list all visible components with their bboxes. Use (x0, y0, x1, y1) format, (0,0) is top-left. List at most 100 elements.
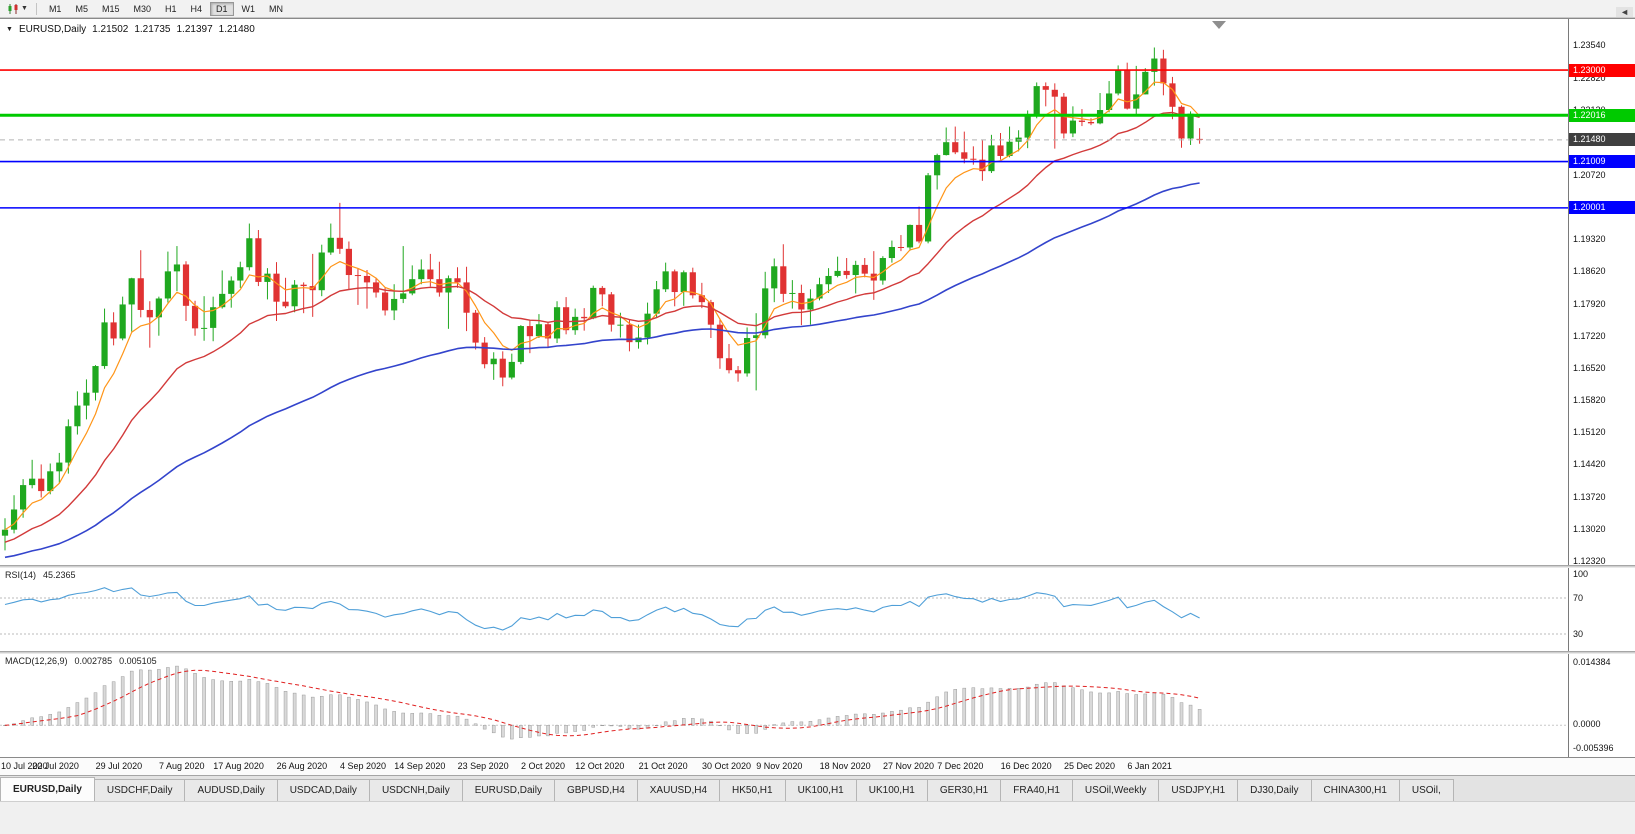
hline-price-badge: 1.22016 (1569, 108, 1635, 122)
ohlc-high: 1.21735 (134, 24, 171, 35)
chart-tab-uk100-h1[interactable]: UK100,H1 (784, 779, 857, 801)
price-tick: 1.13020 (1573, 523, 1606, 534)
macd-tick: 0.014384 (1573, 657, 1611, 667)
macd-indicator-label: MACD(12,26,9) (5, 656, 68, 666)
chart-tab-fra40-h1[interactable]: FRA40,H1 (1000, 779, 1073, 801)
rsi-tick: 100 (1573, 569, 1589, 579)
date-tick: 23 Sep 2020 (457, 761, 509, 771)
price-tick: 1.15120 (1573, 427, 1606, 438)
chart-tab-hk50-h1[interactable]: HK50,H1 (719, 779, 786, 801)
chart-tab-usdchf-daily[interactable]: USDCHF,Daily (93, 779, 186, 801)
chart-tab-usoil[interactable]: USOil, (1398, 779, 1454, 801)
date-tick: 20 Jul 2020 (32, 761, 79, 771)
toolbar-separator (35, 2, 37, 15)
chart-tab-usdcnh-daily[interactable]: USDCNH,Daily (368, 779, 463, 801)
chart-tab-dj30-daily[interactable]: DJ30,Daily (1237, 779, 1312, 801)
price-tick: 1.17920 (1573, 298, 1606, 309)
hline-price-badge: 1.21009 (1569, 155, 1635, 169)
price-tick: 1.16520 (1573, 362, 1606, 373)
collapse-icon[interactable]: ▼ (6, 26, 13, 33)
status-strip (0, 801, 1635, 834)
panel-splitter[interactable] (0, 651, 1635, 654)
rsi-canvas[interactable] (0, 568, 1568, 651)
date-tick: 14 Sep 2020 (394, 761, 446, 771)
chart-tab-usdcad-daily[interactable]: USDCAD,Daily (276, 779, 370, 801)
date-tick: 4 Sep 2020 (340, 761, 387, 771)
timeframe-button-h1[interactable]: H1 (165, 3, 177, 14)
timeframe-button-w1[interactable]: W1 (241, 3, 256, 14)
main-chart-panel: ▼ EURUSD,Daily 1.21502 1.21735 1.21397 1… (0, 18, 1635, 566)
price-axis[interactable]: 1.235401.228201.221201.214201.207201.200… (1568, 19, 1635, 566)
date-tick: 7 Aug 2020 (159, 761, 205, 771)
date-tick: 16 Dec 2020 (1000, 761, 1052, 771)
chart-tab-china300-h1[interactable]: CHINA300,H1 (1310, 779, 1400, 801)
macd-signal-value: 0.005105 (119, 656, 157, 666)
chart-tab-eurusd-daily[interactable]: EURUSD,Daily (0, 777, 95, 801)
price-tick: 1.13720 (1573, 491, 1606, 502)
date-tick: 18 Nov 2020 (819, 761, 871, 771)
chart-tab-uk100-h1[interactable]: UK100,H1 (855, 779, 928, 801)
date-tick: 29 Jul 2020 (95, 761, 143, 771)
chart-symbol-title: EURUSD,Daily (18, 24, 87, 35)
rsi-indicator-value: 45.2365 (43, 570, 76, 580)
price-chart-canvas[interactable] (0, 19, 1568, 566)
macd-panel: MACD(12,26,9) 0.002785 0.005105 0.014384… (0, 654, 1635, 757)
price-tick: 1.20720 (1573, 169, 1606, 180)
rsi-tick: 30 (1573, 629, 1584, 639)
timeframe-toolbar: ▼ M1 M5 M15 M30 H1 H4 D1 W1 MN (0, 0, 1635, 18)
rsi-indicator-label: RSI(14) (5, 570, 37, 580)
timeframe-button-h4[interactable]: H4 (190, 3, 203, 14)
price-tick: 1.15820 (1573, 395, 1606, 406)
macd-tick: 0.0000 (1573, 719, 1601, 730)
candlestick-chart-icon (8, 3, 18, 14)
chart-tab-audusd-daily[interactable]: AUDUSD,Daily (184, 779, 278, 801)
price-tick: 1.17220 (1573, 330, 1606, 341)
price-tick: 1.23540 (1573, 40, 1606, 51)
macd-label-row: MACD(12,26,9) 0.002785 0.005105 (5, 656, 157, 666)
timeframe-button-m30[interactable]: M30 (133, 3, 151, 14)
date-tick: 17 Aug 2020 (213, 761, 264, 771)
ohlc-low: 1.21397 (176, 24, 213, 35)
panel-splitter[interactable] (0, 565, 1635, 568)
macd-tick: -0.005396 (1573, 743, 1614, 753)
chart-tab-usdjpy-h1[interactable]: USDJPY,H1 (1158, 779, 1239, 801)
date-tick: 10 Jul 2020 (1, 761, 48, 771)
ohlc-close: 1.21480 (218, 24, 255, 35)
timeframe-button-d1[interactable]: D1 (210, 1, 234, 16)
chart-tab-gbpusd-h4[interactable]: GBPUSD,H4 (553, 779, 638, 801)
tab-scroll-left-icon[interactable]: ◄ (1616, 7, 1633, 17)
timeframe-button-mn[interactable]: MN (269, 3, 284, 14)
macd-axis[interactable]: 0.014384 0.0000 -0.005396 (1568, 654, 1635, 757)
date-tick: 30 Oct 2020 (702, 761, 752, 771)
price-tick: 1.19320 (1573, 234, 1606, 245)
macd-canvas[interactable] (0, 654, 1568, 757)
macd-indicator-value: 0.002785 (74, 656, 113, 666)
date-tick: 25 Dec 2020 (1064, 761, 1116, 771)
date-tick: 6 Jan 2021 (1127, 761, 1172, 771)
chart-header: ▼ EURUSD,Daily 1.21502 1.21735 1.21397 1… (6, 24, 255, 35)
date-tick: 7 Dec 2020 (937, 761, 984, 771)
timeframe-button-m5[interactable]: M5 (75, 3, 88, 14)
chart-tab-eurusd-daily[interactable]: EURUSD,Daily (461, 779, 555, 801)
chart-tab-xauusd-h4[interactable]: XAUUSD,H4 (636, 779, 721, 801)
timeframe-button-m1[interactable]: M1 (48, 3, 62, 14)
ohlc-open: 1.21502 (92, 24, 129, 35)
date-tick: 12 Oct 2020 (575, 761, 625, 771)
timeframe-button-m15[interactable]: M15 (101, 3, 120, 14)
chart-tab-usoil-weekly[interactable]: USOil,Weekly (1071, 779, 1160, 801)
price-tick: 1.22820 (1573, 73, 1606, 84)
date-tick: 26 Aug 2020 (276, 761, 328, 771)
date-axis[interactable]: 10 Jul 2020 20 Jul 2020 29 Jul 2020 7 Aug 2… (0, 757, 1635, 775)
rsi-tick: 70 (1573, 593, 1584, 603)
rsi-axis[interactable]: 100 70 30 (1568, 568, 1635, 651)
date-tick: 21 Oct 2020 (638, 761, 688, 771)
date-tick: 9 Nov 2020 (756, 761, 803, 771)
current-price-badge: 1.21480 (1569, 133, 1635, 147)
price-tick: 1.14420 (1573, 459, 1606, 470)
chevron-down-icon: ▼ (21, 4, 28, 12)
chart-shift-marker[interactable] (1212, 21, 1226, 29)
chart-tab-ger30-h1[interactable]: GER30,H1 (926, 779, 1002, 801)
chart-type-button[interactable]: ▼ (4, 2, 31, 16)
hline-price-badge: 1.20001 (1569, 201, 1635, 215)
rsi-panel: RSI(14) 45.2365 100 70 30 (0, 568, 1635, 651)
